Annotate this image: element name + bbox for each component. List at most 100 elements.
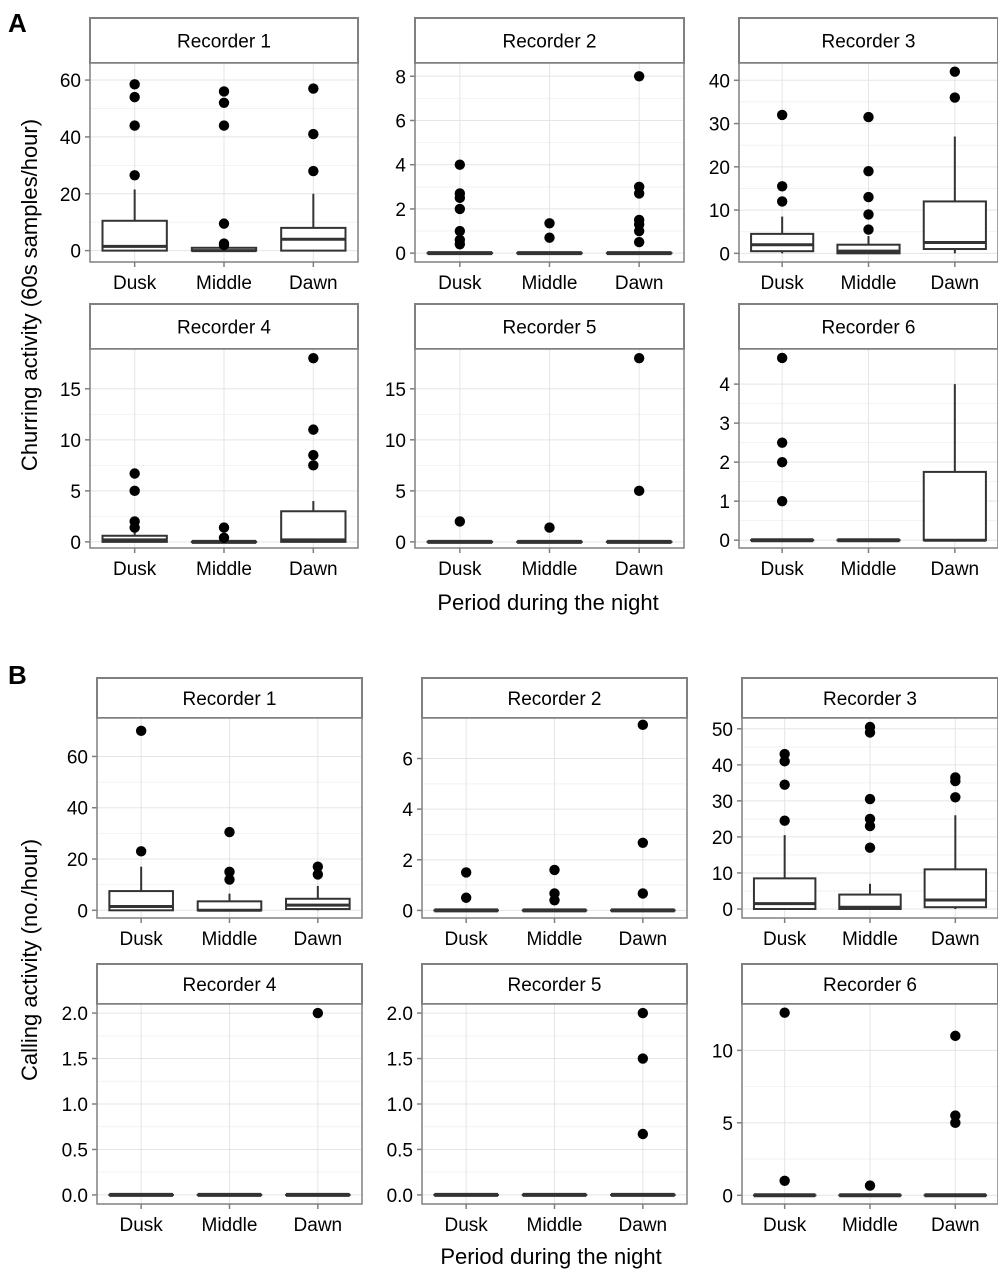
- x-tick-label: Dusk: [761, 559, 805, 580]
- box-dusk: [426, 516, 494, 544]
- y-tick-label: 0: [722, 1186, 733, 1207]
- x-tick-label: Middle: [196, 273, 252, 294]
- y-tick-label: 0: [77, 901, 88, 922]
- box-dusk: [750, 352, 815, 543]
- facet-title: Recorder 4: [177, 318, 271, 339]
- facet-b-recorder-1: Recorder 1 0 20 40 60 Dusk Middle Dawn: [67, 677, 363, 950]
- y-tick-label: 0: [719, 531, 730, 552]
- outlier-point: [637, 1053, 649, 1064]
- outlier-point: [779, 748, 790, 760]
- y-tick-label: 40: [60, 128, 81, 149]
- facet-strip: [89, 303, 359, 350]
- x-tick-label: Middle: [527, 1215, 583, 1236]
- facet-a-recorder-5: Recorder 5 0 5 10 15 Dusk Middle Dawn: [385, 303, 685, 580]
- outlier-point: [779, 1175, 790, 1187]
- outlier-point: [863, 224, 874, 235]
- facet-b-recorder-5: Recorder 5 0.0 0.5 1.0 1.5 2.0 Dusk Middle Dawn: [387, 963, 688, 1236]
- box-dawn: [280, 352, 347, 543]
- outlier-point: [308, 128, 319, 140]
- y-tick-label: 6: [402, 750, 413, 771]
- y-tick-label: 1.5: [387, 1050, 413, 1071]
- outlier-point: [776, 352, 788, 364]
- outlier-point: [129, 91, 140, 103]
- panel-b-xlabel: Period during the night: [440, 1244, 661, 1269]
- y-tick-label: 60: [67, 747, 88, 768]
- x-tick-label: Dawn: [931, 929, 980, 950]
- outlier-point: [460, 867, 472, 878]
- y-tick-label: 10: [60, 431, 81, 452]
- outlier-point: [949, 92, 961, 103]
- panel-a-xlabel: Period during the night: [437, 590, 658, 615]
- panel-a-ylabel: Churring activity (60s samples/hour): [17, 119, 42, 471]
- x-tick-label: Dawn: [615, 559, 664, 580]
- box-middle: [838, 1180, 902, 1198]
- y-tick-label: 2.0: [387, 1004, 413, 1025]
- x-tick-label: Middle: [522, 559, 578, 580]
- outlier-point: [864, 842, 876, 853]
- y-tick-label: 0: [719, 244, 730, 265]
- facet-title: Recorder 3: [823, 689, 917, 710]
- outlier-point: [308, 460, 319, 471]
- outlier-point: [779, 756, 790, 767]
- outlier-point: [454, 225, 466, 237]
- x-tick-label: Dusk: [438, 273, 482, 294]
- outlier-point: [544, 522, 555, 533]
- x-tick-label: Middle: [522, 273, 578, 294]
- x-tick-label: Middle: [196, 559, 252, 580]
- y-tick-label: 0.5: [62, 1140, 88, 1161]
- x-tick-label: Dusk: [120, 1215, 164, 1236]
- y-tick-label: 3: [719, 414, 730, 435]
- box-dawn: [610, 719, 676, 913]
- y-tick-label: 40: [67, 799, 88, 820]
- x-tick-label: Dusk: [113, 559, 157, 580]
- box-dusk: [108, 725, 174, 912]
- outlier-point: [308, 352, 319, 364]
- y-tick-label: 1.0: [387, 1095, 413, 1116]
- outlier-point: [308, 165, 319, 177]
- outlier-point: [308, 83, 319, 94]
- panel-b-label: B: [8, 660, 27, 690]
- y-tick-label: 0: [395, 533, 406, 554]
- facet-b-recorder-6: Recorder 6 0 5 10 Dusk Middle Dawn: [712, 963, 998, 1236]
- outlier-point: [863, 111, 874, 123]
- y-tick-label: 15: [60, 380, 81, 401]
- x-tick-label: Dawn: [294, 929, 343, 950]
- outlier-point: [129, 79, 140, 90]
- x-tick-label: Dawn: [619, 1215, 668, 1236]
- outlier-point: [950, 1030, 961, 1042]
- outlier-point: [308, 424, 319, 435]
- outlier-point: [637, 719, 649, 731]
- facet-b-recorder-3: Recorder 3 0 10 20 30 40 50 Dusk Middle Dawn: [712, 677, 998, 950]
- y-tick-label: 1.0: [62, 1095, 88, 1116]
- y-tick-label: 2: [395, 200, 406, 221]
- outlier-point: [637, 888, 649, 899]
- outlier-point: [312, 869, 324, 880]
- box-middle: [516, 522, 583, 544]
- box-dawn: [923, 772, 988, 909]
- facet-b-recorder-4: Recorder 4 0.0 0.5 1.0 1.5 2.0 Dusk Middle Dawn: [62, 963, 363, 1236]
- outlier-point: [454, 159, 466, 170]
- outlier-point: [224, 866, 235, 878]
- facet-title: Recorder 2: [503, 32, 597, 53]
- box-dawn: [610, 1007, 676, 1197]
- outlier-point: [776, 109, 788, 121]
- outlier-point: [637, 1128, 649, 1140]
- outlier-point: [633, 485, 645, 497]
- outlier-point: [218, 86, 230, 97]
- x-tick-label: Dawn: [289, 273, 338, 294]
- y-tick-label: 4: [719, 375, 730, 396]
- facet-a-recorder-1: Recorder 1 0 20 40 60 Dusk Middle Dawn: [60, 17, 359, 294]
- facet-a-recorder-2: Recorder 2 0 2 4 6 8 Dusk Middle Dawn: [395, 17, 685, 294]
- outlier-point: [218, 239, 230, 251]
- box-dawn: [922, 384, 987, 542]
- box-body: [750, 232, 815, 253]
- facet-a-recorder-6: Recorder 6 0 1 2 3 4 Dusk Middle Dawn: [719, 303, 998, 580]
- facet-strip: [741, 963, 998, 1005]
- outlier-point: [863, 209, 874, 220]
- outlier-point: [950, 792, 961, 803]
- outlier-point: [633, 225, 645, 237]
- box-dawn: [280, 83, 347, 252]
- box-dusk: [426, 159, 494, 256]
- outlier-point: [549, 895, 560, 906]
